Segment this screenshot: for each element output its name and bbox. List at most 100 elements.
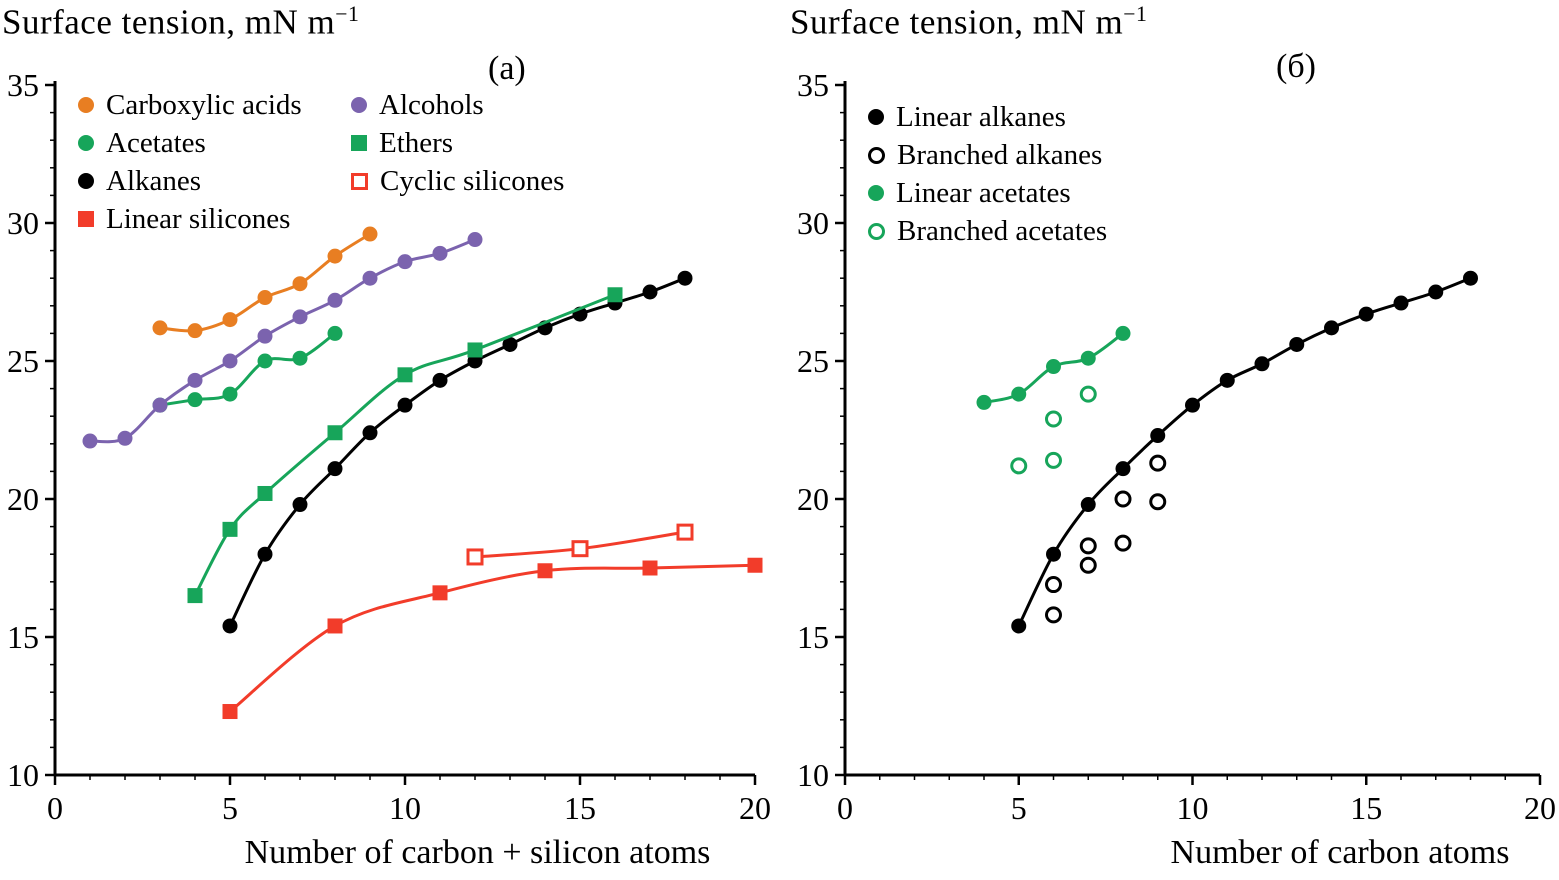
data-point bbox=[222, 521, 238, 537]
x-tick-label: 15 bbox=[564, 790, 596, 826]
data-point bbox=[1046, 359, 1061, 375]
y-tick-label: 10 bbox=[797, 757, 829, 793]
y-tick-label: 35 bbox=[7, 67, 39, 103]
circle-marker-icon bbox=[868, 185, 884, 201]
series-line-linear-silicones bbox=[228, 563, 757, 714]
legend-item-branched-alkanes: Branched alkanes bbox=[868, 136, 1188, 174]
tick-labels: 0 5 10 15 20 10 15 20 25 30 35 bbox=[797, 67, 1556, 826]
x-tick-label: 10 bbox=[389, 790, 421, 826]
legend-label: Alcohols bbox=[379, 88, 484, 121]
series-ethers bbox=[187, 287, 623, 604]
data-point bbox=[1463, 270, 1478, 286]
y-tick-label: 25 bbox=[797, 343, 829, 379]
square-marker-icon bbox=[351, 135, 367, 151]
data-point bbox=[1185, 397, 1200, 413]
y-axis-title-main: Surface tension, mN m bbox=[790, 2, 1124, 42]
data-point bbox=[1079, 537, 1097, 555]
data-point bbox=[117, 430, 133, 446]
data-point bbox=[1114, 490, 1132, 508]
data-point bbox=[467, 232, 483, 248]
tick-labels: 0 5 10 15 20 10 15 20 25 30 35 bbox=[7, 67, 771, 826]
plot-area-b: 0 5 10 15 20 10 15 20 25 30 35 bbox=[797, 67, 1556, 826]
series-line-linear-alkanes bbox=[1017, 276, 1472, 628]
legend-item-cyclic-silicones: Cyclic silicones bbox=[351, 162, 608, 200]
data-point bbox=[1011, 618, 1027, 634]
series-line-alcohols bbox=[88, 238, 477, 444]
x-tick-label: 15 bbox=[1350, 790, 1382, 826]
y-tick-label: 15 bbox=[7, 619, 39, 655]
data-point bbox=[1114, 534, 1132, 552]
legend-item-ethers: Ethers bbox=[351, 124, 608, 162]
y-tick-label: 30 bbox=[797, 205, 829, 241]
data-point bbox=[976, 394, 992, 410]
data-point bbox=[327, 248, 343, 264]
legend-label: Acetates bbox=[106, 126, 206, 159]
data-point bbox=[327, 461, 343, 477]
series-line-acetates bbox=[158, 331, 337, 407]
x-tick-label: 0 bbox=[47, 790, 63, 826]
open-circle-marker-icon bbox=[868, 222, 885, 240]
data-point bbox=[292, 350, 308, 366]
data-point bbox=[571, 540, 589, 558]
series-linear-silicones bbox=[222, 557, 763, 720]
panel-label-b: (б) bbox=[1276, 48, 1316, 85]
data-point bbox=[1289, 336, 1305, 352]
legend-item-alcohols: Alcohols bbox=[351, 86, 608, 124]
axes bbox=[45, 81, 757, 785]
data-point bbox=[1045, 451, 1062, 469]
data-point bbox=[362, 270, 378, 286]
x-tick-label: 20 bbox=[1524, 790, 1556, 826]
data-point bbox=[292, 497, 308, 513]
data-point bbox=[397, 254, 413, 270]
series-alcohols bbox=[82, 232, 483, 449]
legend-a: Carboxylic acids Acetates Alkanes Linear si… bbox=[78, 86, 608, 238]
data-point bbox=[1150, 428, 1166, 444]
series-linear-acetates bbox=[976, 325, 1131, 410]
data-point bbox=[502, 336, 518, 352]
legend-label: Branched acetates bbox=[897, 214, 1108, 247]
data-point bbox=[1010, 457, 1028, 475]
y-axis-title-exponent: −1 bbox=[335, 2, 360, 26]
legend-item-carboxylic-acids: Carboxylic acids bbox=[78, 86, 335, 124]
legend-item-alkanes: Alkanes bbox=[78, 162, 335, 200]
data-point bbox=[1045, 410, 1062, 428]
series-line-alkanes bbox=[228, 276, 687, 628]
data-point bbox=[327, 325, 343, 341]
x-tick-label: 20 bbox=[739, 790, 771, 826]
data-point bbox=[327, 425, 343, 441]
y-tick-label: 10 bbox=[7, 757, 39, 793]
data-point bbox=[432, 585, 448, 601]
legend-label: Linear alkanes bbox=[896, 100, 1066, 133]
x-tick-label: 10 bbox=[1177, 790, 1209, 826]
data-point bbox=[222, 618, 238, 634]
series-acetates bbox=[152, 325, 343, 413]
data-point bbox=[187, 392, 203, 408]
legend-label: Ethers bbox=[379, 126, 454, 159]
data-point bbox=[747, 557, 763, 573]
data-point bbox=[327, 618, 343, 634]
data-point bbox=[677, 270, 693, 286]
plot-area-a: 0 5 10 15 20 10 15 20 25 30 35 bbox=[7, 67, 771, 826]
data-point bbox=[222, 353, 238, 369]
data-point bbox=[222, 312, 238, 328]
x-tick-label: 0 bbox=[837, 790, 853, 826]
data-point bbox=[432, 245, 448, 261]
data-point bbox=[1079, 385, 1097, 403]
axes bbox=[835, 81, 1542, 785]
data-point bbox=[1115, 325, 1131, 341]
square-marker-icon bbox=[78, 211, 94, 227]
legend-item-acetates: Acetates bbox=[78, 124, 335, 162]
data-point bbox=[187, 372, 203, 388]
data-point bbox=[1011, 386, 1027, 402]
data-point bbox=[362, 226, 378, 242]
data-point bbox=[466, 548, 484, 566]
legend-label: Linear acetates bbox=[896, 176, 1071, 209]
data-point bbox=[1149, 454, 1167, 472]
data-point bbox=[1393, 295, 1409, 311]
y-axis-title-a: Surface tension, mN m−1 bbox=[2, 2, 359, 43]
open-square-marker-icon bbox=[351, 172, 368, 190]
y-axis-title-b: Surface tension, mN m−1 bbox=[790, 2, 1147, 43]
panel-label-a: (a) bbox=[488, 50, 526, 87]
data-point bbox=[257, 353, 273, 369]
legend-item-branched-acetates: Branched acetates bbox=[868, 212, 1188, 250]
